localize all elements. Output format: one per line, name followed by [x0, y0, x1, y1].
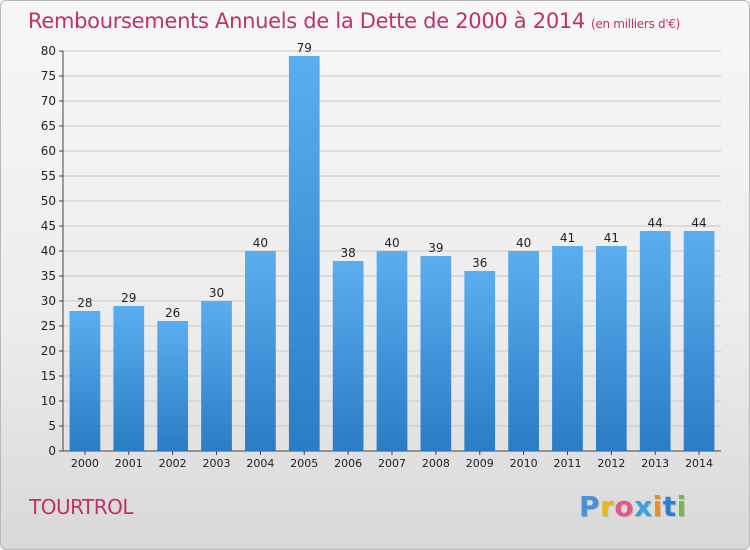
logo-letter: i: [676, 490, 687, 523]
commune-name: TOURTROL: [29, 495, 134, 519]
bar-value-label: 26: [165, 306, 180, 320]
y-tick-label: 40: [41, 244, 56, 258]
y-tick-label: 35: [41, 269, 56, 283]
logo-letter: r: [600, 490, 615, 523]
bar: [332, 261, 364, 451]
bar-value-label: 41: [560, 231, 575, 245]
bar: [245, 251, 276, 451]
logo-letter: x: [634, 490, 653, 523]
bar: [595, 246, 627, 451]
y-tick-label: 25: [41, 319, 56, 333]
x-tick-label: 2014: [685, 457, 713, 470]
logo-letter: o: [614, 490, 635, 523]
bar: [288, 56, 320, 451]
y-tick-label: 65: [41, 119, 56, 133]
x-tick-label: 2008: [422, 457, 450, 470]
bar: [69, 311, 101, 451]
x-tick-label: 2009: [466, 457, 494, 470]
x-tick-label: 2006: [334, 457, 362, 470]
chart-title-text: Remboursements Annuels de la Dette de 20…: [28, 9, 585, 33]
bar: [683, 231, 715, 451]
bar: [157, 321, 189, 451]
x-tick-label: 2010: [510, 457, 538, 470]
y-tick-label: 70: [41, 94, 56, 108]
y-tick-label: 45: [41, 219, 56, 233]
y-tick-label: 5: [48, 419, 56, 433]
bar-value-label: 41: [604, 231, 619, 245]
bar-value-label: 39: [428, 241, 443, 255]
x-tick-label: 2012: [597, 457, 625, 470]
y-tick-label: 10: [41, 394, 56, 408]
proxiti-logo[interactable]: Proxiti: [579, 490, 687, 523]
y-tick-label: 55: [41, 169, 56, 183]
x-tick-label: 2002: [159, 457, 187, 470]
bar-value-label: 28: [77, 296, 92, 310]
bar: [464, 271, 496, 451]
x-tick-label: 2003: [203, 457, 231, 470]
bar: [508, 251, 539, 451]
bar-value-label: 44: [648, 216, 663, 230]
x-tick-label: 2005: [290, 457, 318, 470]
logo-letter: t: [662, 490, 677, 523]
y-tick-label: 50: [41, 194, 56, 208]
y-tick-label: 75: [41, 69, 56, 83]
bar: [552, 246, 583, 451]
bar-value-label: 30: [209, 286, 224, 300]
y-tick-label: 20: [41, 344, 56, 358]
bar: [639, 231, 671, 451]
chart-unit: (en milliers d'€): [591, 17, 681, 31]
bar-value-label: 79: [297, 41, 312, 55]
bar-value-label: 40: [384, 236, 399, 250]
bar-value-label: 44: [691, 216, 706, 230]
bar-value-label: 40: [516, 236, 531, 250]
y-tick-label: 0: [48, 444, 56, 458]
bar: [420, 256, 452, 451]
bar-value-label: 38: [340, 246, 355, 260]
bar-value-label: 29: [121, 291, 136, 305]
y-tick-label: 15: [41, 369, 56, 383]
x-tick-label: 2004: [246, 457, 274, 470]
x-tick-label: 2013: [641, 457, 669, 470]
x-tick-label: 2011: [553, 457, 581, 470]
logo-letter: P: [579, 490, 601, 523]
bar-value-label: 36: [472, 256, 487, 270]
bar: [376, 251, 408, 451]
x-tick-label: 2007: [378, 457, 406, 470]
y-tick-label: 60: [41, 144, 56, 158]
logo-letter: i: [652, 490, 663, 523]
y-tick-label: 80: [41, 44, 56, 58]
x-tick-label: 2001: [115, 457, 143, 470]
bar: [113, 306, 145, 451]
y-tick-label: 30: [41, 294, 56, 308]
x-tick-label: 2000: [71, 457, 99, 470]
bar: [201, 301, 232, 451]
bar-value-label: 40: [253, 236, 268, 250]
chart-title: Remboursements Annuels de la Dette de 20…: [28, 9, 680, 33]
